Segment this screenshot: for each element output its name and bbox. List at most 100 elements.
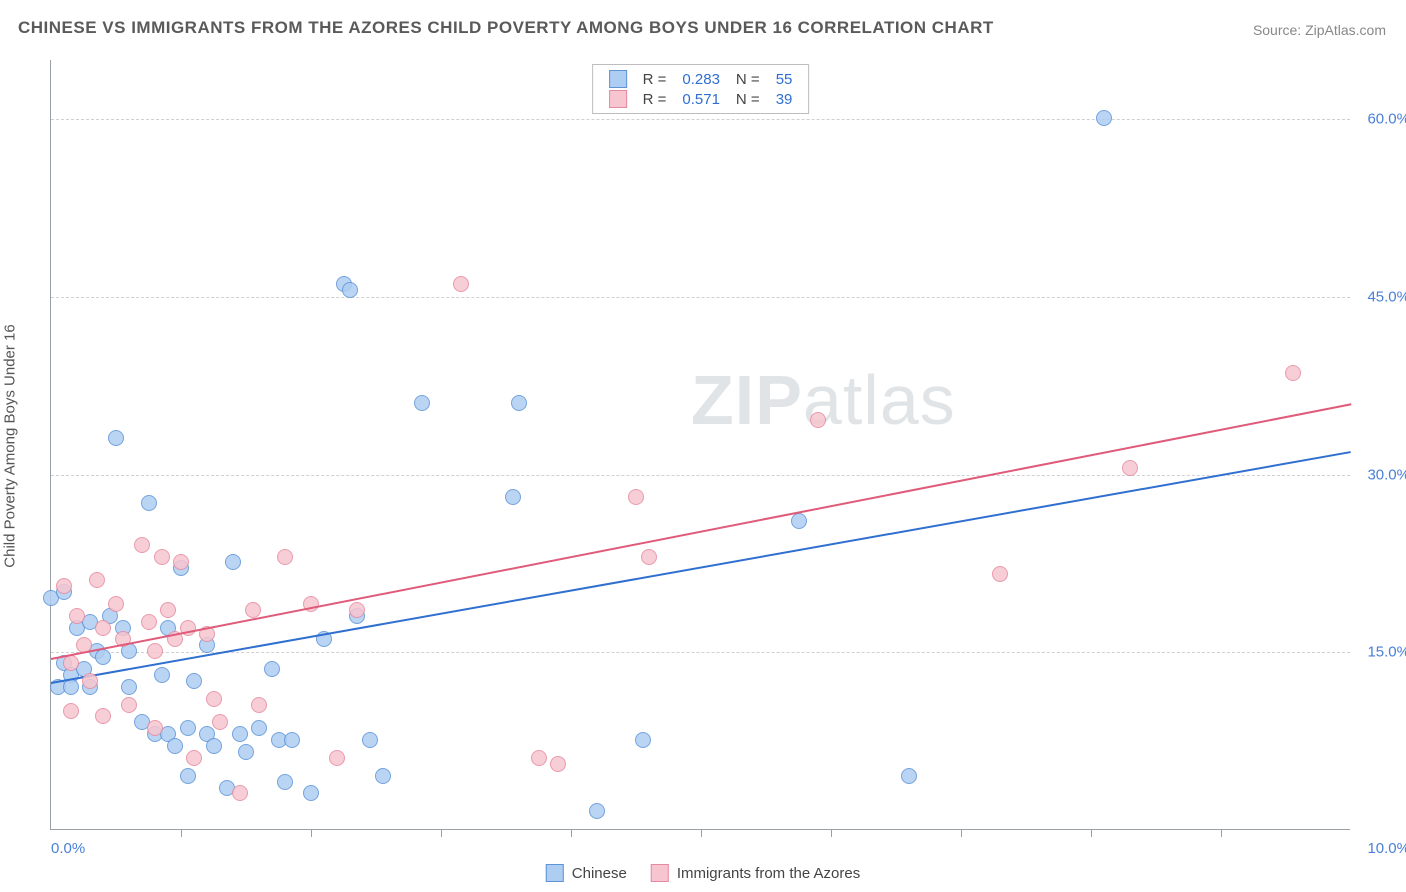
- scatter-plot-area: ZIPatlas R = 0.283 N = 55 R = 0.571 N = …: [50, 60, 1350, 830]
- data-point: [232, 785, 248, 801]
- data-point: [453, 276, 469, 292]
- chart-title: CHINESE VS IMMIGRANTS FROM THE AZORES CH…: [18, 18, 994, 38]
- data-point: [277, 549, 293, 565]
- data-point: [82, 673, 98, 689]
- data-point: [89, 572, 105, 588]
- trend-line: [51, 404, 1351, 661]
- y-tick-label: 15.0%: [1367, 644, 1406, 661]
- data-point: [56, 578, 72, 594]
- x-tick: [1091, 829, 1092, 837]
- legend-label-2: Immigrants from the Azores: [677, 865, 860, 882]
- watermark-bold: ZIP: [691, 361, 803, 439]
- data-point: [173, 554, 189, 570]
- data-point: [141, 495, 157, 511]
- data-point: [225, 554, 241, 570]
- data-point: [186, 673, 202, 689]
- y-tick-label: 30.0%: [1367, 466, 1406, 483]
- data-point: [303, 785, 319, 801]
- swatch-series-2: [609, 90, 627, 108]
- stat-value-N-1: 55: [768, 69, 801, 89]
- stats-row-series-2: R = 0.571 N = 39: [601, 89, 801, 109]
- data-point: [95, 708, 111, 724]
- data-point: [635, 732, 651, 748]
- legend-item-2: Immigrants from the Azores: [651, 864, 860, 882]
- data-point: [511, 395, 527, 411]
- data-point: [641, 549, 657, 565]
- x-axis-max-label: 10.0%: [1367, 840, 1406, 857]
- data-point: [589, 803, 605, 819]
- data-point: [134, 537, 150, 553]
- data-point: [628, 489, 644, 505]
- data-point: [232, 726, 248, 742]
- data-point: [505, 489, 521, 505]
- watermark-light: atlas: [803, 361, 956, 439]
- data-point: [550, 756, 566, 772]
- x-tick: [1221, 829, 1222, 837]
- data-point: [992, 566, 1008, 582]
- x-tick: [831, 829, 832, 837]
- data-point: [108, 596, 124, 612]
- stat-value-R-2: 0.571: [674, 89, 728, 109]
- x-tick: [701, 829, 702, 837]
- data-point: [63, 655, 79, 671]
- legend-item-1: Chinese: [546, 864, 627, 882]
- data-point: [362, 732, 378, 748]
- data-point: [69, 608, 85, 624]
- bottom-legend: Chinese Immigrants from the Azores: [546, 864, 860, 882]
- stat-label-R: R =: [635, 89, 675, 109]
- data-point: [284, 732, 300, 748]
- stats-legend: R = 0.283 N = 55 R = 0.571 N = 39: [592, 64, 810, 114]
- x-tick: [441, 829, 442, 837]
- stat-label-N: N =: [728, 69, 768, 89]
- data-point: [238, 744, 254, 760]
- data-point: [329, 750, 345, 766]
- swatch-series-1: [609, 70, 627, 88]
- data-point: [212, 714, 228, 730]
- stat-label-R: R =: [635, 69, 675, 89]
- data-point: [154, 549, 170, 565]
- data-point: [531, 750, 547, 766]
- data-point: [154, 667, 170, 683]
- data-point: [121, 697, 137, 713]
- data-point: [901, 768, 917, 784]
- data-point: [95, 649, 111, 665]
- y-tick-label: 45.0%: [1367, 288, 1406, 305]
- data-point: [342, 282, 358, 298]
- stat-value-N-2: 39: [768, 89, 801, 109]
- data-point: [1096, 110, 1112, 126]
- data-point: [206, 691, 222, 707]
- data-point: [251, 697, 267, 713]
- source-attribution: Source: ZipAtlas.com: [1253, 22, 1386, 38]
- data-point: [160, 602, 176, 618]
- swatch-series-2: [651, 864, 669, 882]
- data-point: [251, 720, 267, 736]
- data-point: [245, 602, 261, 618]
- data-point: [206, 738, 222, 754]
- x-axis-min-label: 0.0%: [51, 840, 85, 857]
- data-point: [180, 720, 196, 736]
- data-point: [375, 768, 391, 784]
- data-point: [277, 774, 293, 790]
- data-point: [414, 395, 430, 411]
- data-point: [121, 679, 137, 695]
- gridline-h: [51, 119, 1350, 120]
- data-point: [108, 430, 124, 446]
- data-point: [264, 661, 280, 677]
- x-tick: [311, 829, 312, 837]
- watermark: ZIPatlas: [691, 360, 956, 440]
- x-tick: [571, 829, 572, 837]
- legend-label-1: Chinese: [572, 865, 627, 882]
- data-point: [349, 602, 365, 618]
- data-point: [147, 643, 163, 659]
- data-point: [141, 614, 157, 630]
- data-point: [810, 412, 826, 428]
- data-point: [147, 720, 163, 736]
- data-point: [167, 738, 183, 754]
- gridline-h: [51, 652, 1350, 653]
- trend-line: [51, 451, 1351, 684]
- data-point: [186, 750, 202, 766]
- stat-value-R-1: 0.283: [674, 69, 728, 89]
- y-tick-label: 60.0%: [1367, 111, 1406, 128]
- x-tick: [181, 829, 182, 837]
- data-point: [1285, 365, 1301, 381]
